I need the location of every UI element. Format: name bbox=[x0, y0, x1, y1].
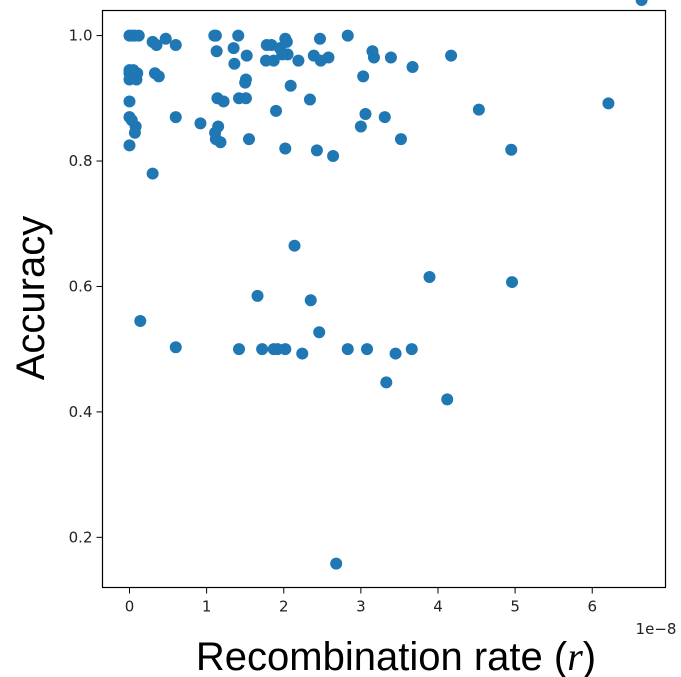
data-point bbox=[341, 29, 354, 42]
data-point bbox=[380, 376, 393, 389]
data-point bbox=[281, 48, 294, 61]
x-axis-label: Recombination rate (r) bbox=[196, 634, 596, 677]
x-axis-offset-label: 1e−8 bbox=[636, 620, 677, 638]
data-point bbox=[423, 271, 436, 284]
data-points bbox=[123, 0, 648, 570]
data-point bbox=[227, 42, 240, 55]
data-point bbox=[602, 97, 615, 110]
data-point bbox=[146, 167, 159, 180]
data-point bbox=[210, 45, 223, 58]
data-point bbox=[354, 120, 367, 133]
data-point bbox=[367, 51, 380, 64]
data-point bbox=[303, 93, 316, 106]
y-tick-label: 0.8 bbox=[69, 152, 93, 170]
data-point bbox=[251, 289, 264, 302]
data-point bbox=[267, 343, 280, 356]
data-point bbox=[389, 347, 402, 360]
data-point bbox=[284, 79, 297, 92]
data-point bbox=[270, 104, 283, 117]
data-point bbox=[341, 343, 354, 356]
data-point bbox=[378, 111, 391, 124]
data-point bbox=[330, 557, 343, 570]
y-axis-label: Accuracy bbox=[9, 216, 53, 381]
data-point bbox=[125, 114, 138, 127]
data-point bbox=[279, 142, 292, 155]
data-point bbox=[194, 117, 207, 130]
data-point bbox=[123, 73, 136, 86]
data-point bbox=[209, 29, 222, 42]
data-point bbox=[357, 70, 370, 83]
y-tick-label: 1.0 bbox=[69, 27, 93, 45]
y-tick-label: 0.4 bbox=[69, 403, 93, 421]
x-tick-label: 3 bbox=[356, 598, 366, 616]
data-point bbox=[150, 38, 163, 51]
data-point bbox=[209, 133, 222, 146]
data-point bbox=[327, 150, 340, 163]
data-point bbox=[211, 92, 224, 105]
data-point bbox=[472, 103, 485, 116]
data-point bbox=[310, 144, 323, 157]
data-point bbox=[359, 107, 372, 120]
data-point bbox=[128, 126, 141, 139]
data-point bbox=[228, 57, 241, 70]
data-point bbox=[169, 38, 182, 51]
data-point bbox=[406, 60, 419, 73]
data-point bbox=[304, 294, 317, 307]
x-tick-label: 5 bbox=[510, 598, 520, 616]
y-tick-label: 0.2 bbox=[69, 528, 93, 546]
data-point bbox=[134, 314, 147, 327]
x-axis-label-variable: r bbox=[567, 634, 583, 677]
x-tick-label: 2 bbox=[279, 598, 289, 616]
data-point bbox=[212, 120, 225, 133]
data-point bbox=[256, 343, 269, 356]
data-point bbox=[239, 73, 252, 86]
x-tick-label: 1 bbox=[202, 598, 212, 616]
data-point bbox=[394, 133, 407, 146]
data-point bbox=[635, 0, 648, 6]
data-point bbox=[233, 343, 246, 356]
data-point bbox=[152, 70, 165, 83]
data-point bbox=[132, 29, 145, 42]
data-point bbox=[169, 341, 182, 354]
x-axis-label-text: Recombination rate ( bbox=[196, 635, 568, 677]
data-point bbox=[405, 343, 418, 356]
data-point bbox=[505, 143, 518, 156]
x-tick-label: 0 bbox=[125, 598, 135, 616]
data-point bbox=[288, 239, 301, 252]
data-point bbox=[296, 347, 309, 360]
data-point bbox=[123, 139, 136, 152]
data-point bbox=[260, 54, 273, 67]
data-point bbox=[292, 54, 305, 67]
data-point bbox=[445, 49, 458, 62]
data-point bbox=[240, 49, 253, 62]
plot-frame bbox=[101, 9, 667, 589]
data-point bbox=[243, 133, 256, 146]
data-point bbox=[123, 95, 136, 108]
data-point bbox=[361, 343, 374, 356]
y-tick-label: 0.6 bbox=[69, 277, 93, 295]
x-axis: 0 1 2 3 4 5 6 bbox=[125, 587, 597, 616]
x-tick-label: 4 bbox=[433, 598, 443, 616]
data-point bbox=[239, 92, 252, 105]
x-axis-label-close: ) bbox=[583, 635, 596, 677]
y-axis: 0.2 0.4 0.6 0.8 1.0 bbox=[69, 27, 103, 546]
data-point bbox=[159, 32, 172, 45]
data-point bbox=[322, 51, 335, 64]
data-point bbox=[441, 393, 454, 406]
data-point bbox=[506, 276, 519, 289]
data-point bbox=[313, 326, 326, 339]
x-tick-label: 6 bbox=[587, 598, 597, 616]
data-point bbox=[232, 29, 245, 42]
data-point bbox=[384, 51, 397, 64]
data-point bbox=[169, 111, 182, 124]
data-point bbox=[313, 32, 326, 45]
data-point bbox=[280, 35, 293, 48]
